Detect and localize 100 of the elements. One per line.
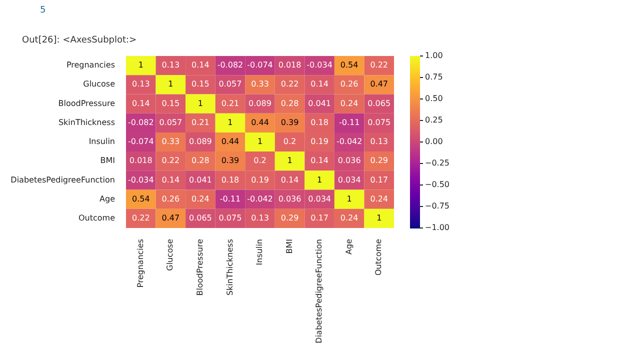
data-label: 0.14 bbox=[192, 60, 210, 70]
data-label: -0.082 bbox=[128, 118, 154, 127]
data-label: 0.018 bbox=[278, 60, 302, 70]
text: 5 bbox=[40, 5, 46, 16]
data-label: 0.075 bbox=[368, 118, 391, 127]
x-tick-label: SkinThickness bbox=[225, 239, 234, 296]
data-label: 0.036 bbox=[278, 194, 302, 204]
data-label: 1 bbox=[168, 80, 174, 89]
data-label: 0.036 bbox=[338, 156, 361, 166]
data-label: 0.17 bbox=[370, 175, 388, 184]
data-label: 0.47 bbox=[162, 214, 180, 223]
data-label: 0.15 bbox=[192, 80, 210, 89]
data-label: -0.11 bbox=[220, 194, 241, 204]
color-bar-label: −1.00 bbox=[425, 223, 450, 232]
data-label: -0.042 bbox=[247, 194, 273, 204]
data-label: 0.18 bbox=[221, 175, 240, 184]
x-tick-label: BMI bbox=[284, 239, 294, 254]
y-tick-label: Age bbox=[100, 194, 116, 204]
data-label: 0.26 bbox=[340, 80, 358, 89]
data-label: 0.065 bbox=[188, 214, 212, 223]
data-label: 0.22 bbox=[132, 214, 150, 223]
data-label: 0.54 bbox=[340, 60, 358, 70]
data-label: 0.17 bbox=[310, 214, 328, 223]
data-label: 0.24 bbox=[340, 214, 358, 223]
data-label: 0.057 bbox=[218, 80, 242, 89]
data-label: -0.074 bbox=[247, 60, 273, 70]
data-label: 0.44 bbox=[221, 137, 240, 146]
x-tick-label: DiabetesPedigreeFunction bbox=[314, 239, 324, 344]
y-tick-label: SkinThickness bbox=[58, 118, 115, 127]
data-label: 0.21 bbox=[221, 98, 240, 108]
x-tick-label: Age bbox=[344, 238, 354, 254]
color-bar-label: −0.50 bbox=[425, 180, 450, 190]
data-label: 0.14 bbox=[310, 156, 328, 166]
y-tick-label: BMI bbox=[100, 156, 115, 166]
data-label: 0.2 bbox=[283, 137, 296, 146]
data-label: 0.15 bbox=[162, 98, 180, 108]
x-tick-label: BloodPressure bbox=[196, 238, 205, 296]
data-label: 0.041 bbox=[308, 98, 332, 108]
x-tick-label: Pregnancies bbox=[136, 239, 145, 288]
data-label: 0.041 bbox=[188, 175, 212, 184]
data-label: 0.28 bbox=[192, 156, 210, 166]
data-label: 0.14 bbox=[132, 98, 150, 108]
y-tick-label: Glucose bbox=[83, 80, 116, 89]
x-tick-label: Outcome bbox=[374, 238, 384, 276]
color-bar-label: 0.25 bbox=[425, 116, 443, 125]
data-label: 0.13 bbox=[370, 137, 388, 146]
data-label: 0.24 bbox=[370, 194, 388, 204]
data-label: 0.39 bbox=[280, 118, 299, 127]
data-label: 0.44 bbox=[251, 118, 269, 127]
y-tick-label: BloodPressure bbox=[58, 98, 116, 108]
data-label: 0.21 bbox=[192, 118, 210, 127]
data-label: 0.33 bbox=[162, 137, 180, 146]
data-label: 0.39 bbox=[221, 156, 240, 166]
data-label: 0.089 bbox=[248, 98, 272, 108]
color-bar-label: −0.25 bbox=[425, 158, 450, 168]
data-label: 1 bbox=[287, 156, 292, 166]
data-label: 0.19 bbox=[310, 137, 328, 146]
data-label: 0.19 bbox=[251, 175, 269, 184]
data-label: 0.18 bbox=[310, 118, 328, 127]
data-label: 0.24 bbox=[192, 194, 210, 204]
y-tick-label: Pregnancies bbox=[66, 60, 115, 70]
data-label: 0.2 bbox=[254, 156, 266, 166]
data-label: 0.29 bbox=[370, 156, 388, 166]
y-tick-label: Outcome bbox=[78, 214, 116, 223]
data-label: 1 bbox=[346, 194, 352, 204]
text: Out[26]: <AxesSubplot:> bbox=[22, 35, 137, 46]
data-label: 1 bbox=[376, 214, 382, 223]
data-label: 1 bbox=[138, 60, 144, 70]
color-bar-label: 1.00 bbox=[425, 51, 443, 60]
data-label: -0.042 bbox=[336, 137, 362, 146]
data-label: 0.018 bbox=[129, 156, 152, 166]
y-tick-label: Insulin bbox=[88, 137, 115, 146]
data-label: 0.22 bbox=[162, 156, 180, 166]
data-label: 1 bbox=[257, 137, 263, 146]
data-label: 0.33 bbox=[251, 80, 269, 89]
data-label: 0.14 bbox=[280, 175, 299, 184]
data-label: 0.13 bbox=[132, 80, 150, 89]
data-label: 0.089 bbox=[188, 137, 212, 146]
color-bar-label: 0.75 bbox=[425, 72, 443, 82]
y-tick-label: DiabetesPedigreeFunction bbox=[10, 175, 115, 184]
data-label: -0.034 bbox=[306, 60, 332, 70]
data-label: 0.14 bbox=[162, 175, 180, 184]
data-label: 1 bbox=[228, 118, 233, 127]
color-bar-label: −0.75 bbox=[425, 202, 450, 211]
data-label: 0.47 bbox=[370, 80, 388, 89]
data-label: -0.074 bbox=[128, 137, 154, 146]
data-label: 1 bbox=[198, 98, 203, 108]
data-label: 0.13 bbox=[251, 214, 269, 223]
data-label: 0.034 bbox=[308, 194, 332, 204]
data-label: -0.082 bbox=[217, 60, 244, 70]
data-label: 0.065 bbox=[368, 98, 391, 108]
data-label: 0.22 bbox=[280, 80, 299, 89]
data-label: 0.29 bbox=[280, 214, 299, 223]
data-label: -0.034 bbox=[128, 175, 154, 184]
data-label: 0.14 bbox=[310, 80, 328, 89]
color-bar-label: 0.50 bbox=[425, 94, 443, 104]
data-label: 0.26 bbox=[162, 194, 180, 204]
x-tick-label: Insulin bbox=[255, 239, 264, 266]
data-label: 0.54 bbox=[132, 194, 150, 204]
data-label: 0.28 bbox=[280, 98, 299, 108]
